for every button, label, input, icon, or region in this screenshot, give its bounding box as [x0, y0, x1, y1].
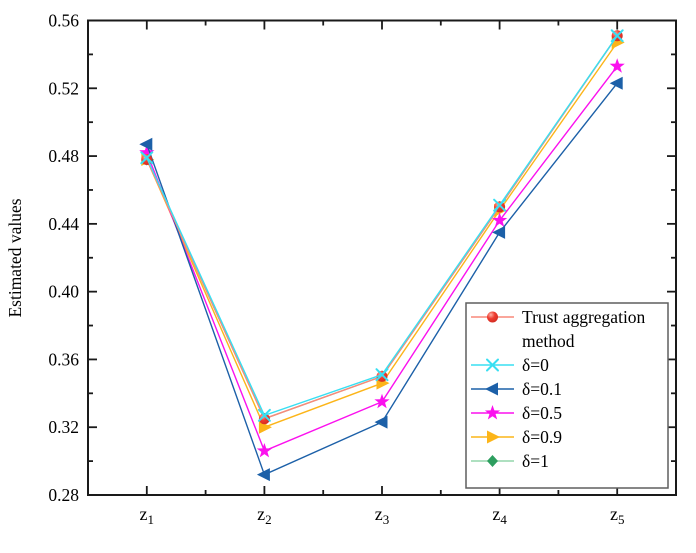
legend-label: Trust aggregation — [522, 307, 646, 327]
data-point-marker — [493, 198, 507, 212]
data-point-marker — [609, 76, 623, 90]
y-tick-label: 0.36 — [48, 349, 79, 369]
x-tick-label: z1 — [140, 504, 155, 527]
y-tick-label: 0.44 — [48, 214, 79, 234]
data-point-marker — [376, 370, 388, 382]
data-point-marker — [140, 151, 154, 165]
data-point-marker — [139, 137, 153, 151]
legend-item-3: δ=0.5 — [471, 403, 562, 423]
y-axis-title: Estimated values — [5, 198, 25, 317]
legend-item-4: δ=0.9 — [471, 427, 562, 447]
legend-box — [465, 302, 669, 489]
data-point-marker — [257, 408, 271, 422]
data-point-marker — [139, 144, 155, 160]
legend-label: δ=0.5 — [522, 403, 562, 423]
data-point-marker — [610, 29, 624, 43]
x-tick-label: z2 — [257, 504, 272, 527]
data-point-marker — [491, 212, 508, 227]
legend-item-0: Trust aggregation method — [471, 307, 646, 351]
y-axis: 0.28 0.32 0.36 0.40 0.44 0.48 0.52 0.56 — [48, 11, 676, 505]
legend: Trust aggregation method δ=0 δ=0.1 δ=0.5 δ=0.… — [465, 302, 669, 489]
x-tick-label: z4 — [492, 504, 507, 527]
data-point-marker — [374, 393, 390, 409]
legend-label: δ=0 — [522, 355, 549, 375]
data-point-marker — [487, 430, 500, 444]
data-point-marker — [485, 382, 498, 396]
data-point-marker — [258, 413, 270, 425]
legend-label: δ=0.1 — [522, 379, 562, 399]
data-point-marker — [486, 358, 499, 372]
y-tick-label: 0.40 — [48, 282, 79, 302]
series-3 — [139, 58, 625, 458]
legend-item-1: δ=0 — [471, 355, 549, 375]
series-1 — [140, 29, 624, 422]
legend-label: δ=1 — [522, 451, 549, 471]
x-axis: z1 z2 z3 z4 z5 — [140, 20, 625, 527]
data-point-marker — [256, 442, 273, 458]
data-point-marker — [374, 415, 388, 429]
series-layer — [139, 29, 625, 482]
y-tick-label: 0.52 — [48, 78, 79, 98]
x-tick-label: z5 — [610, 504, 625, 527]
data-point-marker — [492, 225, 506, 239]
data-point-marker — [256, 468, 270, 482]
legend-label: δ=0.9 — [522, 427, 562, 447]
data-point-marker — [487, 455, 498, 467]
legend-item-2: δ=0.1 — [471, 379, 562, 399]
data-point-marker — [484, 405, 501, 420]
y-tick-label: 0.48 — [48, 146, 79, 166]
data-point-marker — [609, 58, 625, 73]
y-tick-label: 0.28 — [48, 485, 79, 505]
data-point-marker — [258, 420, 272, 434]
x-tick-label: z3 — [375, 504, 390, 527]
y-tick-label: 0.32 — [48, 417, 79, 437]
legend-item-5: δ=1 — [471, 451, 549, 471]
data-point-marker — [487, 311, 498, 323]
data-point-marker — [375, 368, 389, 382]
series-2 — [139, 76, 623, 482]
legend-label: method — [522, 331, 575, 351]
y-tick-label: 0.56 — [48, 11, 79, 31]
